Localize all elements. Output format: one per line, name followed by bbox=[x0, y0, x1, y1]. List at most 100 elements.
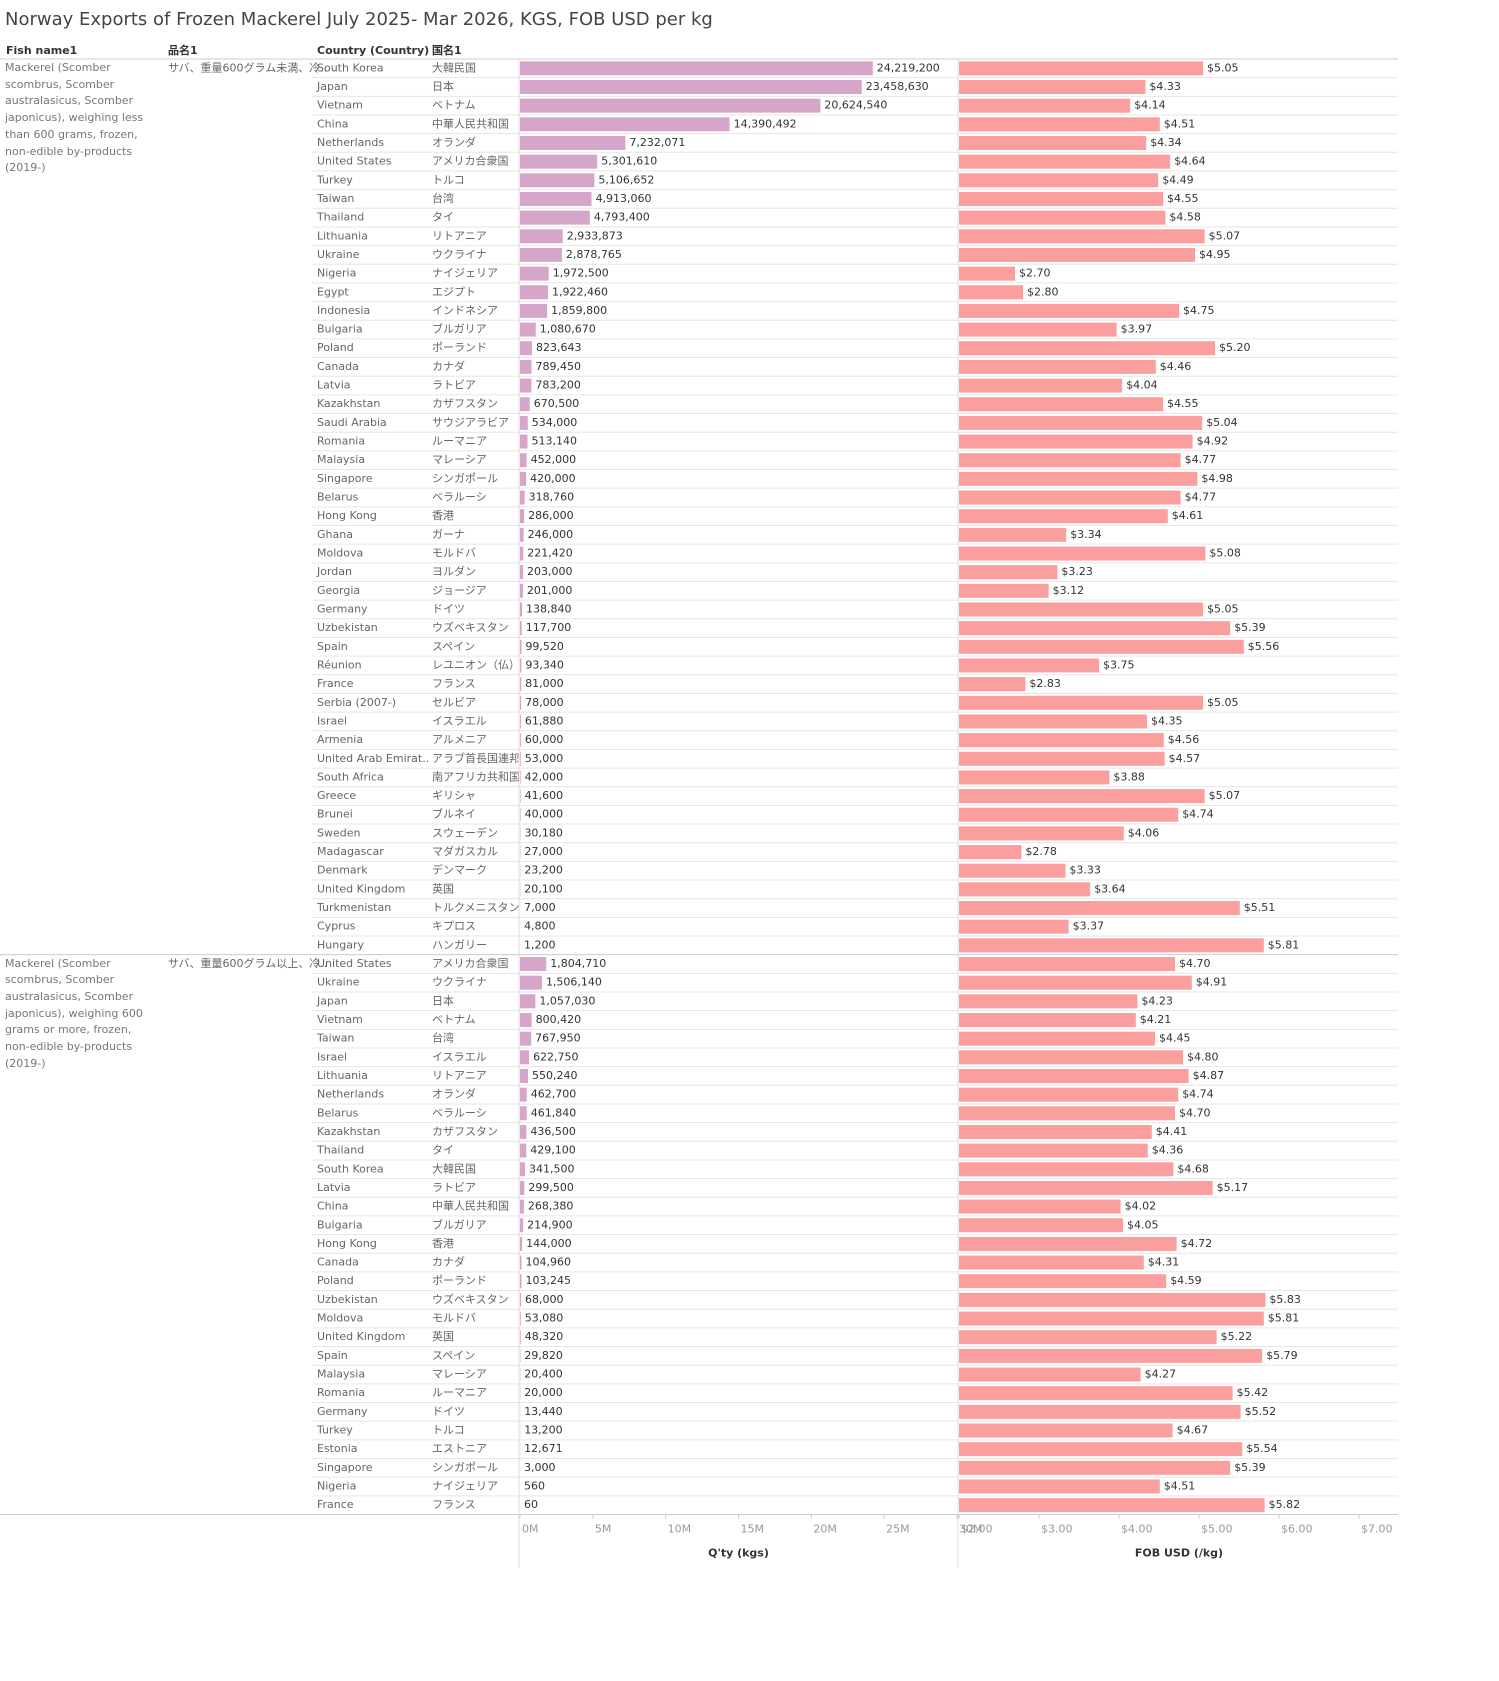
country: Romania bbox=[317, 1386, 365, 1399]
bar bbox=[520, 957, 547, 972]
value-label: $4.05 bbox=[1127, 1218, 1159, 1231]
bar bbox=[959, 1162, 1174, 1177]
value-label: 1,804,710 bbox=[550, 957, 606, 970]
bar bbox=[959, 191, 1163, 206]
bar bbox=[520, 117, 730, 132]
country: Sweden bbox=[317, 826, 360, 839]
bar bbox=[959, 583, 1049, 598]
value-label: $5.52 bbox=[1245, 1405, 1277, 1418]
column-header: 国名1 bbox=[432, 43, 462, 57]
country-ja: 香港 bbox=[432, 1237, 454, 1250]
bar bbox=[520, 471, 527, 486]
bar bbox=[959, 322, 1117, 337]
bar bbox=[520, 135, 626, 150]
country: Indonesia bbox=[317, 304, 370, 317]
value-label: $4.95 bbox=[1199, 248, 1231, 261]
country-ja: 南アフリカ共和国 bbox=[432, 770, 520, 783]
bar bbox=[520, 1180, 525, 1195]
value-label: $5.54 bbox=[1246, 1442, 1278, 1455]
country: Vietnam bbox=[317, 1013, 363, 1026]
value-label: $3.33 bbox=[1069, 864, 1101, 877]
country-ja: ルーマニア bbox=[432, 435, 487, 448]
value-label: $3.75 bbox=[1103, 658, 1135, 671]
bar bbox=[520, 453, 527, 468]
value-label: 27,000 bbox=[524, 845, 563, 858]
value-label: $4.67 bbox=[1177, 1424, 1209, 1437]
country-ja: 台湾 bbox=[432, 191, 454, 205]
bar bbox=[520, 602, 523, 617]
value-label: $4.55 bbox=[1167, 397, 1199, 410]
country: Ghana bbox=[317, 528, 353, 541]
fish-name: Mackerel (Scomber scombrus, Scomber aust… bbox=[5, 956, 143, 1070]
bar bbox=[959, 695, 1203, 710]
country-ja: イスラエル bbox=[432, 714, 487, 727]
bar bbox=[520, 527, 524, 542]
value-label: 14,390,492 bbox=[734, 117, 797, 130]
country-ja: カナダ bbox=[432, 359, 465, 373]
country: Malaysia bbox=[317, 453, 365, 466]
bar bbox=[959, 415, 1203, 430]
bar bbox=[959, 359, 1156, 374]
country-ja: ラトビア bbox=[432, 1181, 476, 1194]
bar bbox=[959, 266, 1015, 281]
value-label: $4.02 bbox=[1125, 1200, 1157, 1213]
country: Spain bbox=[317, 1349, 348, 1362]
bar bbox=[959, 1106, 1175, 1121]
bar bbox=[520, 658, 522, 673]
value-label: $5.20 bbox=[1219, 341, 1251, 354]
country: Denmark bbox=[317, 864, 368, 877]
bar bbox=[959, 975, 1192, 990]
column-header: Country (Country) bbox=[317, 44, 429, 57]
country: Bulgaria bbox=[317, 1218, 363, 1231]
bar bbox=[520, 1143, 527, 1158]
x-tick-label: 0M bbox=[522, 1522, 539, 1535]
value-label: $4.61 bbox=[1172, 509, 1204, 522]
country-ja: 中華人民共和国 bbox=[432, 1200, 509, 1213]
bar bbox=[520, 1218, 524, 1233]
bar bbox=[520, 565, 523, 580]
country-ja: インドネシア bbox=[432, 304, 498, 317]
value-label: 7,232,071 bbox=[629, 136, 685, 149]
country-ja: モルドバ bbox=[432, 546, 476, 559]
value-label: $4.92 bbox=[1197, 435, 1229, 448]
bar bbox=[959, 61, 1203, 76]
value-label: $4.72 bbox=[1181, 1237, 1213, 1250]
bar bbox=[959, 751, 1165, 766]
value-label: $4.74 bbox=[1182, 1088, 1214, 1101]
country: Thailand bbox=[316, 1144, 364, 1157]
value-label: $4.31 bbox=[1148, 1256, 1180, 1269]
value-label: 560 bbox=[524, 1479, 545, 1492]
country-ja: モルドバ bbox=[432, 1312, 476, 1325]
value-label: 30,180 bbox=[524, 826, 563, 839]
country-ja: マダガスカル bbox=[432, 844, 498, 858]
value-label: $2.78 bbox=[1025, 845, 1057, 858]
value-label: 78,000 bbox=[525, 696, 564, 709]
bar bbox=[520, 677, 522, 692]
value-label: 99,520 bbox=[525, 640, 564, 653]
axis-title: Q'ty (kgs) bbox=[708, 1546, 769, 1559]
value-label: $4.68 bbox=[1177, 1162, 1209, 1175]
value-label: 246,000 bbox=[528, 528, 574, 541]
bar bbox=[959, 901, 1240, 916]
value-label: 13,200 bbox=[524, 1424, 563, 1437]
country: Turkmenistan bbox=[316, 901, 391, 914]
value-label: $5.07 bbox=[1209, 229, 1241, 242]
country: Spain bbox=[317, 640, 348, 653]
value-label: 24,219,200 bbox=[877, 61, 940, 74]
bar bbox=[959, 509, 1168, 524]
value-label: $3.34 bbox=[1070, 528, 1102, 541]
bar bbox=[520, 1106, 527, 1121]
bar bbox=[520, 1124, 527, 1139]
country-ja: ベラルーシ bbox=[432, 1106, 487, 1119]
country-ja: キプロス bbox=[432, 920, 476, 933]
value-label: $4.55 bbox=[1167, 192, 1199, 205]
country-ja: ポーランド bbox=[432, 341, 487, 354]
value-label: $4.77 bbox=[1185, 453, 1217, 466]
country-ja: 香港 bbox=[432, 509, 454, 522]
country-ja: アラブ首長国連邦 bbox=[432, 751, 520, 765]
value-label: $4.80 bbox=[1187, 1050, 1219, 1063]
country-ja: 英国 bbox=[432, 881, 454, 895]
country-ja: ドイツ bbox=[432, 602, 465, 615]
value-label: $4.74 bbox=[1182, 808, 1214, 821]
bar bbox=[959, 1218, 1123, 1233]
